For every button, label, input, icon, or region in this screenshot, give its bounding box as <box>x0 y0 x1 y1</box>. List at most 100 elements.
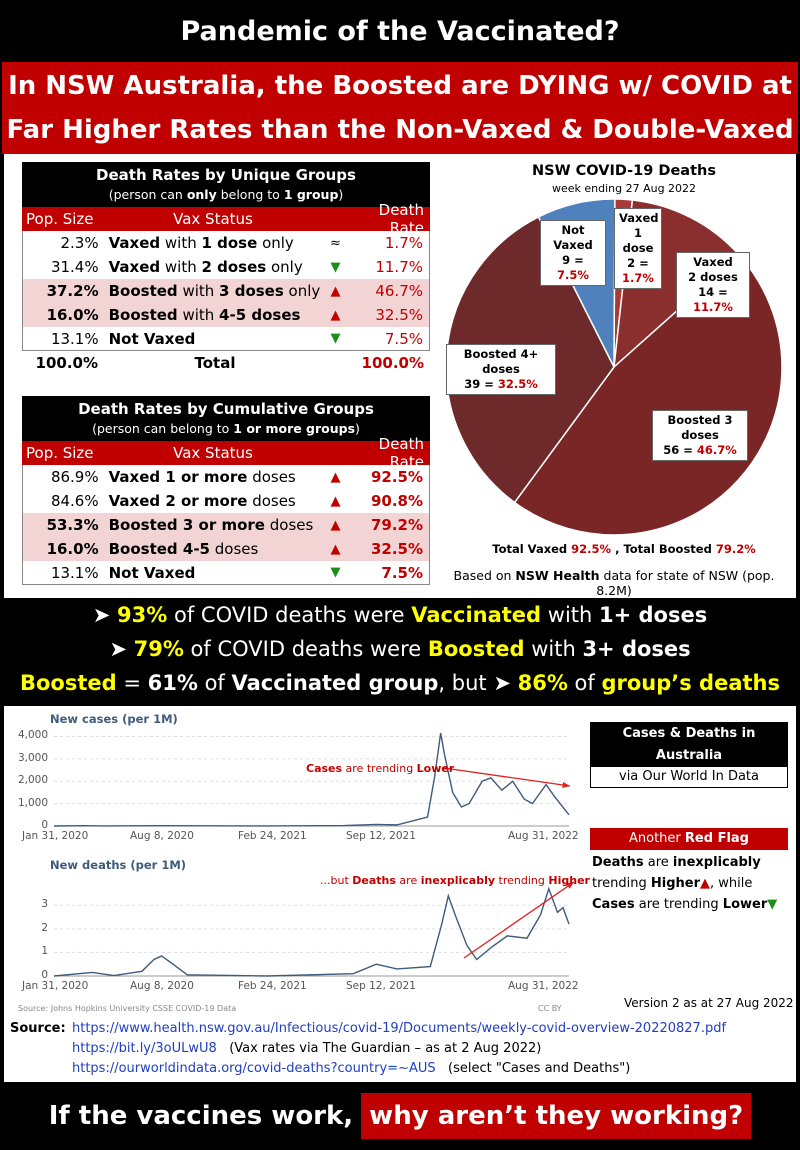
vax-status-cell: Vaxed with 1 dose only <box>108 234 294 252</box>
pie-label: Vaxed 2 doses 14 = 11.7% <box>676 252 750 318</box>
vax-status-cell: Not Vaxed <box>108 563 196 582</box>
axis-tick-label: Sep 12, 2021 <box>346 830 416 842</box>
down-arrow-icon: ▼ <box>330 565 341 580</box>
vax-status-cell: Vaxed 2 or more doses <box>108 492 296 510</box>
death-rate-cell: 7.5% <box>384 329 423 348</box>
headline-line-2: Far Higher Rates than the Non-Vaxed & Do… <box>6 115 794 145</box>
up-arrow-icon: ▲ <box>330 307 341 323</box>
death-rate-cell: 32.5% <box>370 540 423 558</box>
owid-box-title: Cases & Deaths in Australia <box>591 723 787 767</box>
pop-size-cell: 84.6% <box>50 492 99 510</box>
trend-arrowhead <box>566 882 574 889</box>
down-arrow-icon: ▼ <box>767 897 778 912</box>
col-pop-size: Pop. Size <box>26 444 94 462</box>
source-note-owid: (select "Cases and Deaths") <box>448 1061 631 1076</box>
death-rate-cell: 32.5% <box>375 306 423 324</box>
up-arrow-icon: ▲ <box>330 517 341 533</box>
vax-status-cell: Not Vaxed <box>108 329 196 348</box>
axis-tick-label: Sep 12, 2021 <box>346 980 416 992</box>
pie-label: Boosted 3 doses 56 = 46.7% <box>652 410 748 461</box>
source-label: Source: <box>10 1021 66 1036</box>
up-arrow-icon: ▲ <box>330 493 341 509</box>
table-row: 16.0% Boosted with 4-5 doses ▲ 32.5% <box>22 303 430 327</box>
table-row: 31.4% Vaxed with 2 doses only ▼ 11.7% <box>22 255 430 279</box>
axis-tick-label: 0 <box>41 969 48 981</box>
source-link-nsw[interactable]: https://www.health.nsw.gov.au/Infectious… <box>72 1021 727 1036</box>
cumulative-table-title: Death Rates by Cumulative Groups <box>78 400 374 418</box>
source-note-guardian: (Vax rates via The Guardian – as at 2 Au… <box>229 1041 542 1056</box>
axis-tick-label: Jan 31, 2020 <box>22 830 89 842</box>
down-arrow-icon: ▼ <box>330 331 341 346</box>
down-arrow-icon: ▼ <box>330 259 341 275</box>
version-note: Version 2 as at 27 Aug 2022 <box>624 996 794 1010</box>
table-row: 13.1% Not Vaxed ▼ 7.5% <box>22 327 430 351</box>
table-row: 86.9% Vaxed 1 or more doses ▲ 92.5% <box>22 465 430 489</box>
pop-size-cell: 16.0% <box>46 540 99 558</box>
vax-status-cell: Boosted 4-5 doses <box>108 540 259 558</box>
axis-tick-label: Feb 24, 2021 <box>238 980 307 992</box>
cc-license: CC BY <box>538 1004 562 1013</box>
pop-size-cell: 2.3% <box>60 234 99 252</box>
pie-label: Not Vaxed 9 = 7.5% <box>540 220 606 286</box>
col-death-rate: Death Rate <box>378 435 424 471</box>
footer-left: If the vaccines work, <box>48 1101 354 1131</box>
axis-tick-label: Aug 31, 2022 <box>508 830 579 842</box>
axis-tick-label: Aug 8, 2020 <box>130 980 194 992</box>
series-line <box>53 732 570 827</box>
cumulative-table-colhead: Pop. Size Vax Status Death Rate <box>22 435 430 471</box>
unique-table-colhead: Pop. Size Vax Status Death Rate <box>22 201 430 237</box>
axis-tick-label: 1 <box>41 945 48 958</box>
total-rate: 100.0% <box>361 354 424 372</box>
cases-chart <box>53 732 571 827</box>
footer: If the vaccines work, why aren’t they wo… <box>0 1082 800 1150</box>
axis-tick-label: 3 <box>41 898 48 911</box>
cases-annotation: Cases are trending Lower <box>306 762 455 775</box>
axis-tick-label: 2 <box>41 921 48 934</box>
red-flag-banner: Another Red Flag <box>590 828 788 850</box>
top-panel: Death Rates by Unique Groups (person can… <box>4 154 796 598</box>
table-row: 84.6% Vaxed 2 or more doses ▲ 90.8% <box>22 489 430 513</box>
unique-table-header: Death Rates by Unique Groups (person can… <box>22 162 430 207</box>
cumulative-table-subtitle: (person can belong to 1 or more groups) <box>92 421 360 436</box>
source-panel: Source: https://www.health.nsw.gov.au/In… <box>4 1016 796 1082</box>
col-vax-status: Vax Status <box>173 210 253 228</box>
summary-line-2: ➤ 79% of COVID deaths were Boosted with … <box>109 637 691 661</box>
death-rate-cell: 11.7% <box>375 258 423 276</box>
col-vax-status: Vax Status <box>173 444 253 462</box>
total-label: Total <box>194 354 236 372</box>
death-rate-cell: 46.7% <box>375 282 423 300</box>
cumulative-table-header: Death Rates by Cumulative Groups (person… <box>22 396 430 441</box>
unique-total-row: 100.0% Total 100.0% <box>22 351 430 375</box>
total-pop: 100.0% <box>35 354 98 372</box>
deaths-chart <box>53 881 575 977</box>
headline: In NSW Australia, the Boosted are DYING … <box>2 62 798 154</box>
axis-tick-label: Feb 24, 2021 <box>238 830 307 842</box>
pie-label: Boosted 4+ doses 39 = 32.5% <box>446 344 556 395</box>
death-rate-cell: 79.2% <box>370 516 423 534</box>
source-link-owid[interactable]: https://ourworldindata.org/covid-deaths?… <box>72 1061 436 1076</box>
pop-size-cell: 86.9% <box>50 468 99 486</box>
series-line <box>53 886 570 977</box>
pop-size-cell: 31.4% <box>50 258 99 276</box>
chart-source: Source: Johns Hopkins University CSSE CO… <box>18 1004 237 1013</box>
vax-status-cell: Boosted with 4-5 doses <box>108 306 301 324</box>
death-rate-cell: 1.7% <box>384 234 423 252</box>
pie-slice <box>513 254 783 536</box>
pie-title: NSW COVID-19 Deaths <box>532 163 716 179</box>
col-pop-size: Pop. Size <box>26 210 94 228</box>
red-flag-note: Deaths are inexplicably trending Higher▲… <box>592 855 778 912</box>
death-rate-cell: 7.5% <box>381 563 423 582</box>
pie-basis: Based on NSW Health data for state of NS… <box>453 568 775 598</box>
summary-line-3: Boosted = 61% of Vaccinated group, but ➤… <box>20 671 780 695</box>
table-row: 16.0% Boosted 4-5 doses ▲ 32.5% <box>22 537 430 561</box>
pop-size-cell: 16.0% <box>46 306 99 324</box>
axis-tick-label: Aug 8, 2020 <box>130 830 194 842</box>
cases-chart-title: New cases (per 1M) <box>50 712 178 726</box>
table-row: 2.3% Vaxed with 1 dose only ≈1.7% <box>22 231 430 255</box>
unique-table-subtitle: (person can only belong to 1 group) <box>108 187 344 202</box>
trend-arrow <box>463 881 575 959</box>
up-arrow-icon: ▲ <box>330 541 341 557</box>
pop-size-cell: 13.1% <box>50 329 99 348</box>
death-rate-cell: 90.8% <box>370 492 423 510</box>
source-link-guardian[interactable]: https://bit.ly/3oULwU8 <box>72 1041 217 1056</box>
